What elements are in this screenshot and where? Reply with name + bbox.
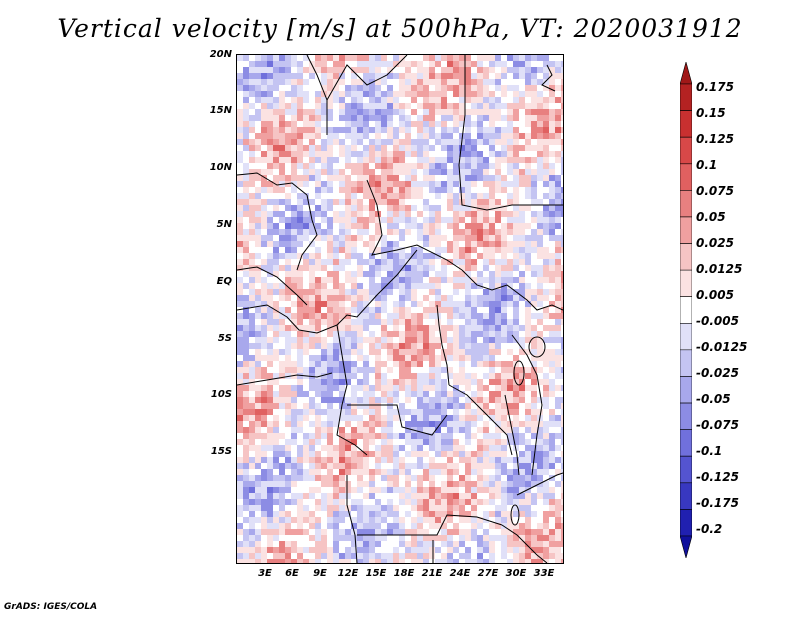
- lon-label: 24E: [449, 568, 471, 579]
- colorbar-segment: [680, 269, 692, 298]
- lat-label: 15S: [210, 446, 232, 457]
- colorbar-segment: [680, 83, 692, 111]
- colorbar-label: 0.15: [696, 106, 726, 120]
- colorbar-segment: [680, 216, 692, 244]
- colorbar-label: -0.2: [696, 522, 723, 536]
- lon-label: 9E: [313, 568, 327, 579]
- colorbar-segment: [680, 376, 692, 404]
- lon-label: 27E: [477, 568, 499, 579]
- colorbar-label: 0.1: [696, 158, 718, 172]
- grads-credit: GrADS: IGES/COLA: [4, 602, 98, 612]
- lon-label: 12E: [337, 568, 359, 579]
- lon-label: 33E: [533, 568, 555, 579]
- colorbar-segment: [680, 455, 692, 484]
- lon-label: 21E: [421, 568, 443, 579]
- colorbar-segment: [680, 482, 692, 510]
- lat-label: EQ: [216, 276, 232, 287]
- lon-label: 15E: [365, 568, 387, 579]
- colorbar-label: -0.05: [696, 392, 731, 406]
- colorbar-label: 0.0125: [696, 262, 743, 276]
- map-title: Vertical velocity [m/s] at 500hPa, VT: 2…: [57, 14, 743, 43]
- colorbar-segment: [680, 163, 692, 191]
- colorbar-segment: [680, 62, 692, 85]
- colorbar-label: 0.05: [696, 210, 726, 224]
- lakes: [504, 336, 546, 526]
- colorbar-segment: [680, 136, 692, 165]
- colorbar-label: 0.125: [696, 132, 734, 146]
- colorbar-label: 0.005: [696, 288, 734, 302]
- colorbar-segment: [680, 402, 692, 430]
- colorbar-segment: [680, 429, 692, 457]
- colorbar-segment: [680, 509, 692, 537]
- velocity-field: [237, 55, 563, 563]
- lon-label: 3E: [258, 568, 272, 579]
- lat-label: 10N: [209, 162, 232, 173]
- country-borders: [237, 55, 563, 563]
- colorbar-label: -0.025: [696, 366, 739, 380]
- colorbar-label: -0.0125: [696, 340, 748, 354]
- colorbar-label: -0.075: [696, 418, 739, 432]
- colorbar-label: 0.075: [696, 184, 734, 198]
- colorbar-segment: [680, 322, 692, 351]
- lon-label: 6E: [285, 568, 299, 579]
- colorbar-segment: [680, 349, 692, 377]
- colorbar-label: -0.1: [696, 444, 723, 458]
- colorbar-segment: [680, 535, 692, 558]
- lon-label: 18E: [393, 568, 415, 579]
- lat-label: 5N: [216, 219, 232, 230]
- lat-label: 5S: [217, 333, 232, 344]
- colorbar: [680, 62, 692, 558]
- colorbar-label: 0.175: [696, 80, 734, 94]
- colorbar-label: 0.025: [696, 236, 734, 250]
- colorbar-segment: [680, 296, 692, 324]
- lat-label: 20N: [209, 49, 232, 60]
- colorbar-segment: [680, 190, 692, 218]
- lat-label: 10S: [210, 389, 232, 400]
- colorbar-segment: [680, 110, 692, 138]
- map-panel: [236, 54, 564, 564]
- colorbar-label: -0.005: [696, 314, 739, 328]
- colorbar-segment: [680, 243, 692, 271]
- lon-label: 30E: [505, 568, 527, 579]
- colorbar-label: -0.125: [696, 470, 739, 484]
- colorbar-label: -0.175: [696, 496, 739, 510]
- lat-label: 15N: [209, 105, 232, 116]
